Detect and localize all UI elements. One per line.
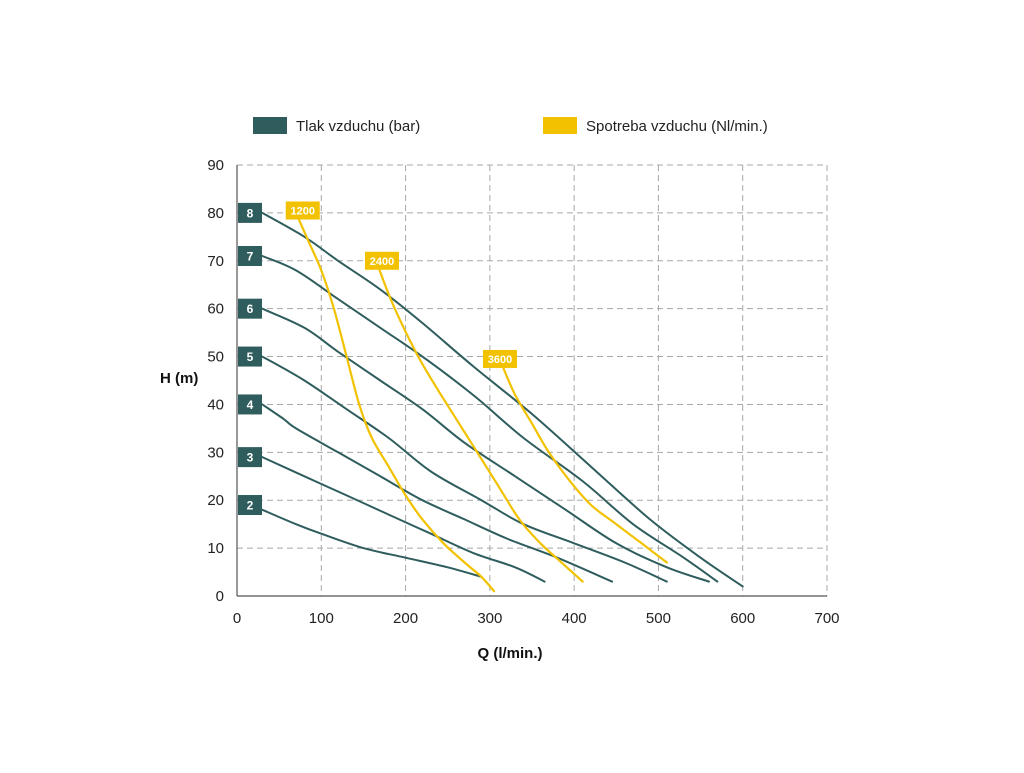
x-tick-label: 0 [233,610,241,627]
pressure-label-3: 3 [247,451,254,465]
pressure-label-6: 6 [247,302,254,316]
y-tick-label: 30 [207,444,224,461]
x-tick-label: 500 [646,610,671,627]
y-tick-label: 80 [207,205,224,222]
consumption-label-box-1200 [285,201,320,220]
pressure-label-box-4 [238,394,262,415]
y-tick-label: 60 [207,301,224,318]
pressure-curve-8 [261,211,744,588]
y-tick-label: 70 [207,253,224,270]
y-tick-label: 10 [207,540,224,557]
legend-swatch-consumption [543,117,577,134]
legend-label-consumption: Spotreba vzduchu (Nl/min.) [586,118,768,135]
pressure-label-4: 4 [247,398,254,412]
pressure-label-2: 2 [247,499,254,513]
consumption-curve-2400 [375,259,584,583]
pressure-label-7: 7 [247,249,254,263]
consumption-curve-1200 [294,211,496,593]
x-tick-label: 100 [309,610,334,627]
pressure-curve-6 [261,307,710,583]
y-tick-label: 20 [207,492,224,509]
y-tick-label: 0 [216,588,224,605]
x-tick-label: 400 [562,610,587,627]
pressure-curve-5 [261,355,668,583]
y-axis-title: H (m) [160,370,198,387]
x-tick-label: 200 [393,610,418,627]
legend-swatch-pressure [253,117,287,134]
series-labels: 8 7 6 5 4 3 2 1200 2400 3600 [238,201,517,516]
pressure-label-box-3 [238,447,262,468]
pressure-label-8: 8 [247,206,254,220]
consumption-label-box-3600 [482,349,517,368]
legend: Tlak vzduchu (bar) Spotreba vzduchu (Nl/… [253,117,768,135]
grid [237,164,828,596]
x-tick-label: 300 [477,610,502,627]
pressure-label-5: 5 [247,350,254,364]
pressure-label-box-5 [238,346,262,367]
pressure-label-box-6 [238,298,262,319]
legend-label-pressure: Tlak vzduchu (bar) [296,118,420,135]
consumption-label-3600: 3600 [488,354,512,366]
y-tick-label: 50 [207,349,224,366]
pressure-label-box-2 [238,495,262,516]
x-tick-label: 600 [730,610,755,627]
y-tick-label: 90 [207,157,224,174]
consumption-label-2400: 2400 [370,256,394,268]
consumption-curve-3600 [501,365,668,564]
consumption-label-1200: 1200 [291,205,315,217]
pressure-curve-4 [261,403,614,583]
pressure-label-box-8 [238,202,262,223]
x-tick-label: 700 [814,610,839,627]
consumption-label-box-2400 [364,251,399,270]
pressure-curve-3 [261,456,546,583]
x-axis-title: Q (l/min.) [478,645,543,662]
y-tick-label: 40 [207,396,224,413]
axes: 0 100 200 300 400 500 600 700 0 10 20 30 40 50 60 70 80 9… [207,157,839,627]
series [261,211,744,593]
pressure-label-box-7 [238,245,262,266]
pressure-curve-2 [261,508,483,578]
